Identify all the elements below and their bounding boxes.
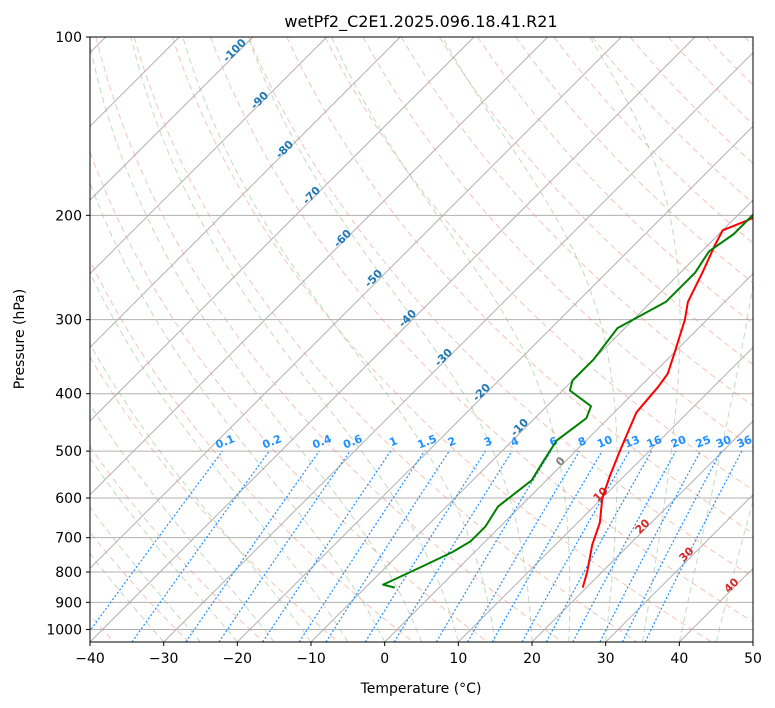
y-tick-label: 700 bbox=[55, 531, 82, 547]
mixing-ratio-line bbox=[644, 450, 743, 642]
moist-adiabat-line bbox=[90, 181, 386, 642]
x-tick-label: 0 bbox=[380, 651, 389, 667]
x-tick-label: 50 bbox=[744, 651, 762, 667]
mixing-ratio-label: 30 bbox=[714, 433, 733, 451]
mixing-ratio-line bbox=[185, 450, 320, 642]
y-tick-label: 600 bbox=[55, 491, 82, 507]
y-tick-label: 200 bbox=[55, 208, 82, 224]
moist-adiabat-line bbox=[90, 343, 312, 642]
x-axis: −40 −30 −20 −10 0 10 20 30 40 50 bbox=[75, 642, 762, 667]
dry-adiabat-line bbox=[90, 445, 264, 642]
dry-adiabat-line bbox=[553, 37, 753, 244]
mixing-ratio-line bbox=[298, 450, 425, 642]
moist-adiabat-line bbox=[90, 457, 238, 642]
x-tick-label: 40 bbox=[670, 651, 688, 667]
mixing-ratio-line bbox=[262, 450, 392, 642]
mixing-ratio-label: 8 bbox=[576, 434, 588, 449]
moist-adiabat-line bbox=[331, 37, 571, 642]
moist-adiabat-line bbox=[90, 42, 422, 642]
isotherm-line bbox=[236, 125, 753, 642]
moist-adiabat-line bbox=[90, 271, 349, 642]
dry-adiabat-line bbox=[362, 37, 753, 449]
mixing-ratio-label: 2 bbox=[446, 434, 458, 449]
mixing-ratio-label: 1 bbox=[387, 434, 399, 449]
x-tick-label: 20 bbox=[523, 651, 541, 667]
moist-adiabat-line bbox=[247, 37, 533, 642]
x-tick-label: −10 bbox=[296, 651, 326, 667]
x-tick-label: −30 bbox=[149, 651, 179, 667]
moist-adiabat-line bbox=[90, 506, 201, 642]
y-tick-label: 300 bbox=[55, 313, 82, 329]
isotherm-line bbox=[90, 37, 549, 496]
isotherm-line bbox=[90, 37, 328, 275]
y-tick-label: 800 bbox=[55, 565, 82, 581]
plot-frame bbox=[89, 36, 754, 643]
y-tick-label: 500 bbox=[55, 444, 82, 460]
y-tick-label: 400 bbox=[55, 387, 82, 403]
x-tick-label: 10 bbox=[449, 651, 467, 667]
isotherm-line bbox=[90, 37, 254, 201]
mixing-ratio-label: 10 bbox=[595, 433, 614, 451]
dry-adiabat-line bbox=[438, 37, 753, 366]
isotherm-line bbox=[384, 272, 753, 642]
isotherm-line bbox=[531, 420, 753, 642]
y-tick-label: 100 bbox=[55, 30, 82, 46]
mixing-ratio-line bbox=[393, 450, 513, 642]
background-lines bbox=[90, 37, 753, 642]
isotherm-line bbox=[90, 37, 475, 422]
dry-adiabat-line bbox=[286, 37, 753, 534]
isotherm-line bbox=[163, 51, 753, 642]
isotherm-line bbox=[605, 493, 753, 642]
moist-adiabat-line bbox=[678, 280, 753, 642]
isotherm-line bbox=[457, 346, 753, 642]
mixing-ratio-line bbox=[491, 450, 603, 642]
moist-adiabat-line bbox=[90, 403, 275, 642]
dewpoint-profile bbox=[382, 213, 753, 589]
moist-adiabat-line bbox=[130, 37, 459, 642]
dry-adiabat-line bbox=[95, 37, 563, 642]
dry-adiabat-line bbox=[90, 259, 414, 642]
isotherm-line bbox=[90, 37, 622, 570]
temperature-profile bbox=[581, 216, 753, 588]
dry-adiabat-line bbox=[171, 37, 712, 642]
mixing-ratio-line bbox=[90, 450, 223, 632]
mixing-ratio-line bbox=[572, 450, 677, 642]
dry-adiabat-line bbox=[591, 37, 753, 204]
moist-adiabat-line bbox=[182, 37, 496, 642]
y-axis: 1000 900 800 700 600 500 400 300 200 100 bbox=[46, 30, 90, 638]
mixing-ratio-label: 3 bbox=[482, 434, 494, 449]
mixing-ratio-label: 13 bbox=[623, 433, 642, 451]
dry-adiabat-line bbox=[133, 37, 638, 642]
y-tick-label: 900 bbox=[55, 595, 82, 611]
dry-adiabat-line bbox=[248, 37, 753, 578]
mixing-ratio-label: 25 bbox=[694, 433, 713, 451]
mixing-ratio-line bbox=[218, 450, 351, 642]
mixing-ratio-line bbox=[621, 450, 722, 642]
mixing-ratio-label: 16 bbox=[645, 433, 664, 451]
dry-adiabat-line bbox=[210, 37, 753, 623]
series-layer bbox=[382, 213, 753, 589]
y-tick-label: 1000 bbox=[46, 622, 82, 638]
x-tick-label: −20 bbox=[223, 651, 253, 667]
mixing-ratio-label: 36 bbox=[735, 433, 754, 451]
x-axis-label: Temperature (°C) bbox=[360, 681, 482, 697]
dry-adiabat-line bbox=[90, 356, 339, 642]
dry-adiabat-line bbox=[324, 37, 753, 491]
x-tick-label: −40 bbox=[75, 651, 105, 667]
mixing-ratio-line bbox=[131, 450, 270, 642]
moist-adiabat-line bbox=[715, 499, 753, 642]
moist-adiabat-line bbox=[589, 37, 681, 642]
mixing-ratio-line bbox=[325, 450, 450, 642]
mixing-ratio-label: 20 bbox=[669, 433, 688, 451]
isotherm-line bbox=[90, 37, 401, 349]
dry-adiabat-line bbox=[400, 37, 753, 407]
moist-adiabat-line bbox=[441, 37, 618, 642]
y-axis-label: Pressure (hPa) bbox=[12, 289, 28, 389]
chart-title: wetPf2_C2E1.2025.096.18.41.R21 bbox=[284, 12, 557, 32]
x-tick-label: 30 bbox=[597, 651, 615, 667]
